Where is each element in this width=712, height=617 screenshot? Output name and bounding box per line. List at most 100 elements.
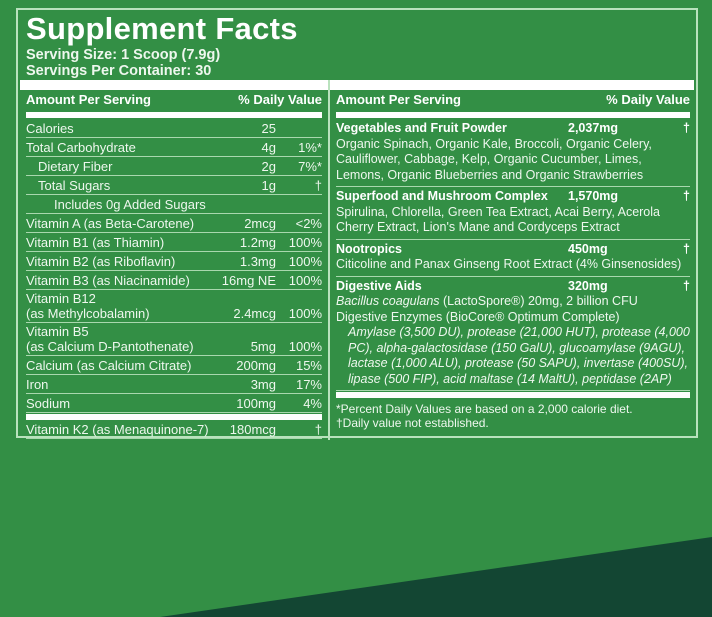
nutrient-name: Vitamin B2 (as Riboflavin) [26, 254, 176, 269]
nutrient-dv: 100% [288, 306, 322, 321]
nutrient-dv: 100% [288, 235, 322, 250]
block-name: Digestive Aids [336, 278, 422, 293]
block-name: Superfood and Mushroom Complex [336, 189, 548, 203]
nutrient-name: Vitamin B12 (as Methylcobalamin) [26, 291, 150, 321]
header-amount: Amount Per Serving [336, 92, 461, 107]
block-amount: 1,570mg [568, 189, 619, 203]
nutrient-name: Iron [26, 377, 49, 392]
nutrient-name: Calcium (as Calcium Citrate) [26, 358, 192, 373]
nutrient-dv: 100% [288, 254, 322, 269]
nutrient-amount: 100mg [236, 396, 276, 411]
block-dv: † [683, 241, 690, 256]
nutrient-row: Vitamin B2 (as Riboflavin) 1.3mg 100% [26, 252, 322, 271]
header-amount: Amount Per Serving [26, 92, 151, 107]
enzymes-line: Digestive Enzymes (BioCore® Optimum Comp… [336, 309, 620, 324]
nutrient-row: Vitamin B1 (as Thiamin) 1.2mg 100% [26, 233, 322, 252]
nutrient-amount: 16mg NE [221, 273, 276, 288]
nutrient-name: Total Sugars [38, 178, 111, 193]
nutrient-name: Sodium [26, 396, 71, 411]
nutrient-amount: 5mg [250, 339, 276, 354]
supplement-facts-panel: Supplement Facts Serving Size: 1 Scoop (… [16, 8, 698, 440]
ingredient-block: Vegetables and Fruit Powder 2,037mg † Organ… [336, 119, 690, 187]
block-amount: 2,037mg [568, 121, 619, 135]
nutrient-name: Vitamin K2 (as Menaquinone-7) [26, 422, 209, 437]
nutrient-amount: 3mg [250, 377, 276, 392]
nutrient-amount: 2.4mcg [233, 306, 276, 321]
nutrient-row: Vitamin A (as Beta-Carotene) 2mcg <2% [26, 214, 322, 233]
block-header: Vegetables and Fruit Powder 2,037mg † [336, 121, 690, 137]
nutrient-row: Vitamin K2 (as Menaquinone-7) 180mcg † [26, 420, 322, 439]
left-column: Amount Per Serving % Daily Value Calories… [26, 91, 322, 439]
nutrient-dv: 17% [295, 377, 322, 392]
nutrient-row: Vitamin B5 (as Calcium D-Pantothenate) 5mg… [26, 323, 322, 356]
nutrient-name: Total Carbohydrate [26, 140, 136, 155]
block-header: Digestive Aids 320mg † [336, 279, 690, 295]
nutrient-amount: 1.3mg [239, 254, 276, 269]
divider-bar [20, 80, 694, 90]
nutrient-name: Vitamin B5 (as Calcium D-Pantothenate) [26, 324, 194, 354]
footnote-dv: *Percent Daily Values are based on a 2,0… [336, 402, 633, 416]
right-column: Amount Per Serving % Daily Value Vegetabl… [336, 91, 690, 430]
nutrient-name: Dietary Fiber [38, 159, 113, 174]
nutrient-row: Dietary Fiber 2g 7%* [26, 157, 322, 176]
block-name: Nootropics [336, 241, 402, 256]
servings-per-container: Servings Per Container: 30 [26, 63, 212, 79]
header-dv: % Daily Value [238, 92, 322, 107]
nutrient-dv: 100% [288, 273, 322, 288]
nutrient-name: Calories [26, 121, 74, 136]
block-header: Nootropics 450mg † [336, 242, 690, 258]
nutrient-amount: 25 [261, 121, 276, 136]
nutrient-row: Total Carbohydrate 4g 1%* [26, 138, 322, 157]
nutrient-amount: 4g [261, 140, 276, 155]
left-header: Amount Per Serving % Daily Value [26, 91, 322, 108]
ingredient-block: Nootropics 450mg † Citicoline and Panax Gin… [336, 240, 690, 277]
footnote-dagger: †Daily value not established. [336, 416, 489, 430]
block-dv: † [683, 121, 690, 135]
block-ingredients: Spirulina, Chlorella, Green Tea Extract,… [336, 204, 660, 235]
nutrient-dv: 15% [295, 358, 322, 373]
nutrient-dv: † [314, 178, 322, 193]
bacillus-line: Bacillus coagulans (LactoSpore®) 20mg, 2… [336, 294, 638, 308]
footnotes: *Percent Daily Values are based on a 2,0… [336, 398, 690, 430]
nutrient-name: Vitamin A (as Beta-Carotene) [26, 216, 195, 231]
column-divider [328, 80, 330, 440]
nutrient-row: Includes 0g Added Sugars [26, 195, 322, 214]
serving-size: Serving Size: 1 Scoop (7.9g) [26, 47, 221, 63]
divider-bar [26, 414, 322, 420]
block-ingredients: Citicoline and Panax Ginseng Root Extrac… [336, 257, 682, 271]
title: Supplement Facts [26, 11, 298, 46]
nutrient-amount: 200mg [236, 358, 276, 373]
nutrient-name: Vitamin B1 (as Thiamin) [26, 235, 165, 250]
block-ingredients: Organic Spinach, Organic Kale, Broccoli,… [336, 136, 652, 182]
nutrient-dv: 100% [288, 339, 322, 354]
block-name: Vegetables and Fruit Powder [336, 121, 507, 135]
divider-bar [26, 112, 322, 118]
nutrient-amount: 1.2mg [239, 235, 276, 250]
nutrient-row: Calories 25 [26, 119, 322, 138]
nutrient-name: Includes 0g Added Sugars [54, 197, 206, 212]
nutrient-dv: 4% [303, 396, 322, 411]
block-amount: 320mg [568, 278, 608, 293]
divider-bar [336, 112, 690, 118]
right-header: Amount Per Serving % Daily Value [336, 91, 690, 108]
nutrient-dv: <2% [295, 216, 322, 231]
nutrient-amount: 2mcg [244, 216, 276, 231]
block-dv: † [683, 189, 690, 203]
nutrient-row: Vitamin B12 (as Methylcobalamin) 2.4mcg 100… [26, 290, 322, 323]
nutrient-row: Calcium (as Calcium Citrate) 200mg 15% [26, 356, 322, 375]
header-dv: % Daily Value [606, 92, 690, 107]
nutrient-row: Total Sugars 1g † [26, 176, 322, 195]
block-amount: 450mg [568, 241, 608, 256]
block-header: Superfood and Mushroom Complex 1,570mg † [336, 189, 690, 205]
ingredient-block: Digestive Aids 320mg † Bacillus coagulans (… [336, 277, 690, 391]
nutrient-row: Sodium 100mg 4% [26, 394, 322, 413]
nutrient-dv: 7%* [298, 159, 322, 174]
ingredient-block: Superfood and Mushroom Complex 1,570mg † Sp… [336, 187, 690, 240]
nutrient-dv: 1%* [298, 140, 322, 155]
nutrient-amount: 180mcg [229, 422, 276, 437]
nutrient-name: Vitamin B3 (as Niacinamide) [26, 273, 190, 288]
nutrient-row: Iron 3mg 17% [26, 375, 322, 394]
divider-bar [336, 392, 690, 398]
nutrient-amount: 2g [261, 159, 276, 174]
nutrient-row: Vitamin B3 (as Niacinamide) 16mg NE 100% [26, 271, 322, 290]
